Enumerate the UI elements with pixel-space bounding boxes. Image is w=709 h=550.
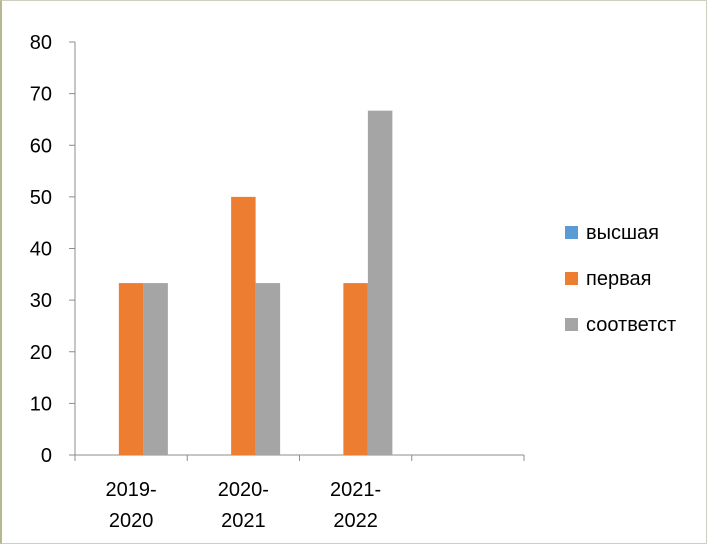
x-tick-label: 2021: [221, 510, 266, 532]
y-tick-label: 60: [30, 135, 52, 157]
bar: [143, 283, 168, 455]
legend-label: высшая: [586, 222, 659, 244]
y-tick-label: 0: [41, 445, 52, 467]
x-axis-ticks: 2019- 2020 2020- 2021 2021- 2022: [74, 455, 525, 532]
bar: [231, 196, 256, 455]
y-axis-ticks: 0 10 20 30 40 50 60 70 80: [30, 32, 75, 467]
y-tick-label: 80: [30, 32, 52, 54]
x-tick-label: 2022: [333, 510, 378, 532]
legend: высшая первая соответст: [565, 222, 676, 336]
x-tick-label: 2020: [109, 510, 154, 532]
bar: [118, 283, 144, 455]
y-tick-label: 20: [30, 342, 52, 364]
y-tick-label: 10: [30, 393, 52, 415]
chart-bars: [118, 110, 393, 455]
bar: [367, 110, 393, 455]
x-tick-label: 2019-: [106, 479, 157, 501]
y-tick-label: 50: [30, 187, 52, 209]
y-tick-label: 30: [30, 290, 52, 312]
legend-swatch: [565, 272, 578, 285]
legend-swatch: [565, 318, 578, 331]
legend-swatch: [565, 226, 578, 239]
legend-label: соответст: [586, 314, 676, 336]
legend-label: первая: [586, 268, 651, 290]
x-tick-label: 2021-: [330, 479, 381, 501]
bar: [343, 283, 368, 455]
bar: [255, 283, 281, 455]
y-tick-label: 70: [30, 84, 52, 106]
y-tick-label: 40: [30, 239, 52, 261]
x-tick-label: 2020-: [218, 479, 269, 501]
